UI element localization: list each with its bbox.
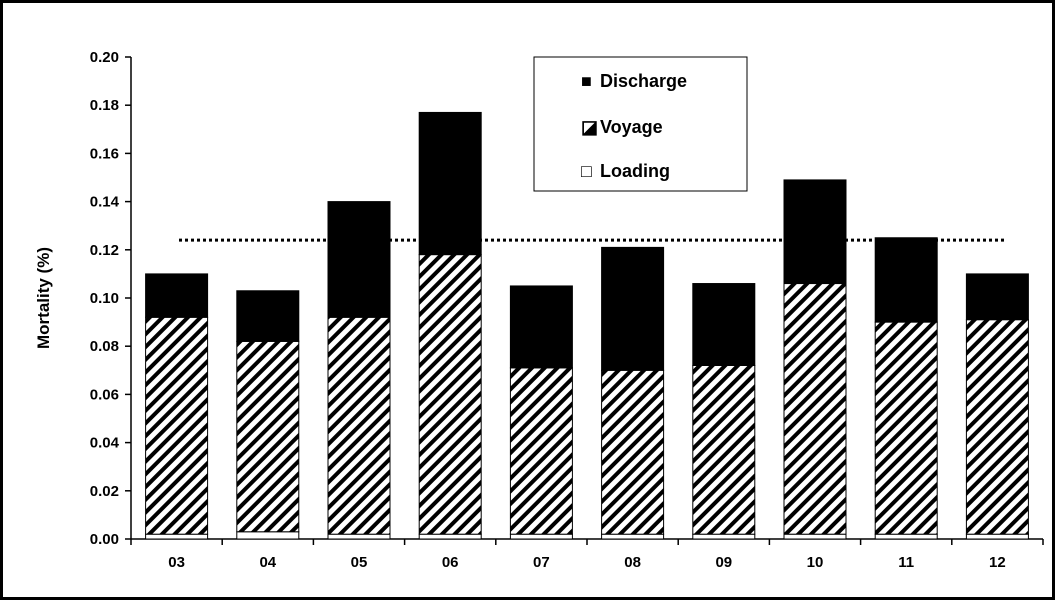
bar-segment-loading-06 <box>418 533 482 540</box>
bar-segment-discharge-03 <box>145 273 209 318</box>
legend-swatch-discharge: ■ <box>581 71 592 91</box>
y-tick-label: 0.00 <box>90 531 119 548</box>
bar-segment-discharge-07 <box>509 285 573 369</box>
stacked-bar-chart: Mortality (%) 0.00 0.02 0.04 0.06 0.08 0.10 0.… <box>34 49 1044 571</box>
legend-swatch-loading: □ <box>581 161 592 181</box>
y-tick-label: 0.12 <box>90 242 119 259</box>
legend-label-discharge: Discharge <box>600 71 687 91</box>
bar-segment-loading-05 <box>327 533 391 540</box>
bar-segment-voyage-11 <box>874 321 938 535</box>
bar-segment-voyage-07 <box>509 367 573 535</box>
x-tick-label: 12 <box>989 554 1006 571</box>
bar-segment-discharge-09 <box>692 283 756 366</box>
legend-label-voyage: Voyage <box>600 117 663 137</box>
bar-segment-discharge-12 <box>965 273 1029 321</box>
x-tick-label: 04 <box>259 554 276 571</box>
x-tick-label: 08 <box>624 554 641 571</box>
y-tick-label: 0.16 <box>90 145 119 162</box>
y-tick-label: 0.08 <box>90 338 119 355</box>
bar-segment-loading-04 <box>236 531 300 540</box>
x-tick-label: 03 <box>168 554 185 571</box>
x-tick-label: 09 <box>715 554 732 571</box>
x-tick-label: 10 <box>807 554 824 571</box>
bar-segment-discharge-06 <box>418 111 482 256</box>
bar-segment-voyage-04 <box>236 340 300 533</box>
x-tick-label: 06 <box>442 554 459 571</box>
x-tick-label: 07 <box>533 554 550 571</box>
bar-segment-voyage-08 <box>601 369 665 535</box>
y-tick-label: 0.02 <box>90 483 119 500</box>
bar-segment-voyage-05 <box>327 316 391 535</box>
x-tick-label: 05 <box>351 554 368 571</box>
x-tick-label: 11 <box>898 554 914 571</box>
bar-segment-loading-10 <box>783 533 847 540</box>
bar-segment-loading-03 <box>145 533 209 540</box>
bar-segment-voyage-09 <box>692 364 756 535</box>
y-tick-label: 0.10 <box>90 290 119 307</box>
legend-label-loading: Loading <box>600 161 670 181</box>
bar-segment-discharge-04 <box>236 290 300 342</box>
bar-segment-loading-11 <box>874 533 938 540</box>
y-tick-label: 0.18 <box>90 97 119 114</box>
y-tick-label: 0.04 <box>90 435 120 452</box>
bar-segment-loading-12 <box>965 533 1029 540</box>
bar-segment-discharge-10 <box>783 179 847 285</box>
bar-segment-voyage-03 <box>145 316 209 535</box>
legend-box <box>533 56 748 192</box>
bar-segment-discharge-05 <box>327 201 391 318</box>
y-tick-label: 0.20 <box>90 49 119 66</box>
bar-segment-voyage-10 <box>783 283 847 535</box>
bar-segment-loading-07 <box>509 533 573 540</box>
bar-segment-discharge-08 <box>601 246 665 371</box>
bar-segment-voyage-06 <box>418 254 482 535</box>
y-tick-label: 0.14 <box>90 194 120 211</box>
bar-segment-loading-09 <box>692 533 756 540</box>
legend-swatch-voyage: ◪ <box>581 117 598 137</box>
bar-segment-loading-08 <box>601 533 665 540</box>
bar-segment-discharge-11 <box>874 237 938 323</box>
bar-segment-voyage-12 <box>965 319 1029 535</box>
y-tick-label: 0.06 <box>90 386 119 403</box>
y-axis-title: Mortality (%) <box>34 247 53 349</box>
legend: ■ Discharge ◪ Voyage □ Loading <box>533 56 748 192</box>
